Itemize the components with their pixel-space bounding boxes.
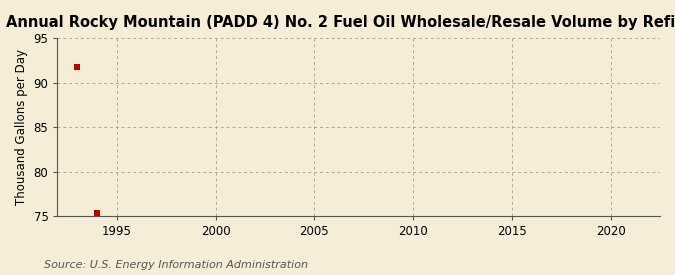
Text: Source: U.S. Energy Information Administration: Source: U.S. Energy Information Administ… (44, 260, 308, 270)
Y-axis label: Thousand Gallons per Day: Thousand Gallons per Day (15, 49, 28, 205)
Title: Annual Rocky Mountain (PADD 4) No. 2 Fuel Oil Wholesale/Resale Volume by Refiner: Annual Rocky Mountain (PADD 4) No. 2 Fue… (6, 15, 675, 30)
